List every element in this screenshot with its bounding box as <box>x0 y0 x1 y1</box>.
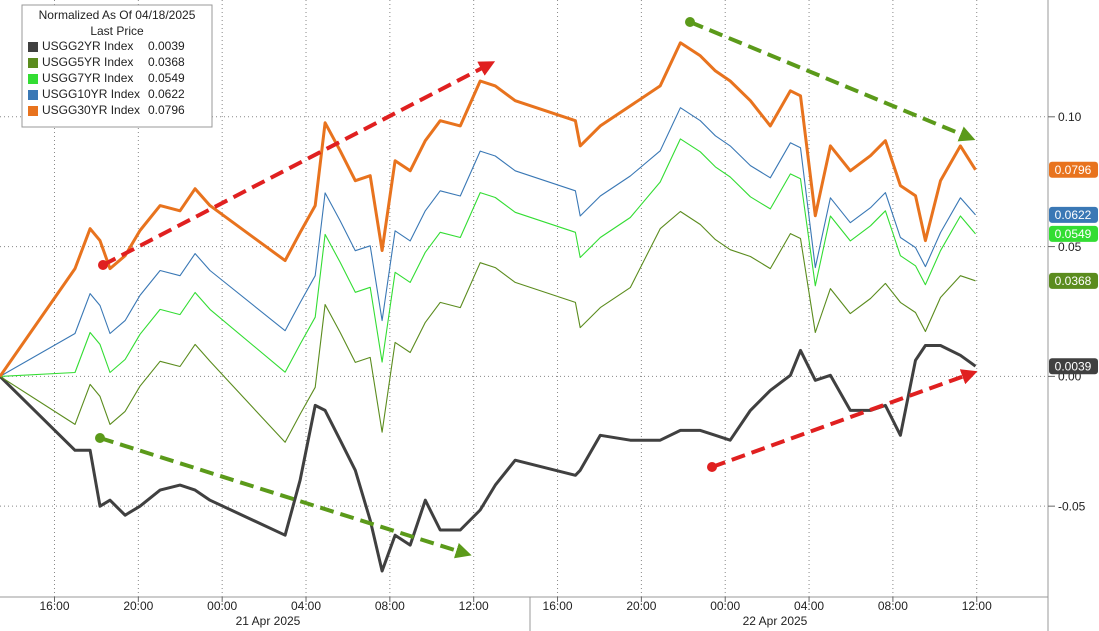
trend-arrow <box>102 61 496 267</box>
date-label: 21 Apr 2025 <box>236 614 301 628</box>
legend: Normalized As Of 04/18/2025 Last Price U… <box>21 4 213 128</box>
legend-swatch <box>28 42 38 52</box>
x-tick-label: 20:00 <box>626 599 656 613</box>
arrow-start <box>707 462 717 472</box>
x-tick-label: 20:00 <box>123 599 153 613</box>
series-line <box>0 210 976 443</box>
series-line <box>0 41 977 378</box>
legend-name: USGG10YR Index <box>42 87 140 101</box>
legend-box <box>21 4 213 128</box>
last-value-tag <box>1049 225 1098 242</box>
legend-name: USGG30YR Index <box>42 103 140 117</box>
last-value-tag <box>1049 161 1098 178</box>
x-tick-label: 12:00 <box>962 599 992 613</box>
legend-name: USGG5YR Index <box>42 55 133 69</box>
last-value-label: 0.0368 <box>1055 274 1092 288</box>
arrow-start <box>95 433 105 443</box>
last-value-label: 0.0796 <box>1055 163 1092 177</box>
series-line <box>0 344 977 573</box>
legend-swatch <box>28 58 38 68</box>
legend-swatch <box>28 106 38 116</box>
annotations <box>95 17 978 559</box>
legend-value: 0.0039 <box>148 39 185 53</box>
y-tick-label: -0.05 <box>1058 499 1086 513</box>
x-tick-label: 04:00 <box>794 599 824 613</box>
legend-name: USGG2YR Index <box>42 39 133 53</box>
last-value-tag <box>1049 272 1098 289</box>
x-tick-label: 12:00 <box>459 599 489 613</box>
x-tick-label: 16:00 <box>543 599 573 613</box>
last-value-label: 0.0039 <box>1055 359 1092 373</box>
last-value-label: 0.0549 <box>1055 227 1092 241</box>
series-line <box>0 138 976 377</box>
legend-swatch <box>28 90 38 100</box>
x-tick-label: 08:00 <box>375 599 405 613</box>
legend-value: 0.0368 <box>148 55 185 69</box>
trend-arrow <box>689 20 976 142</box>
x-tick-label: 08:00 <box>878 599 908 613</box>
legend-value: 0.0622 <box>148 87 185 101</box>
date-label: 22 Apr 2025 <box>743 614 808 628</box>
x-tick-label: 00:00 <box>207 599 237 613</box>
legend-subtitle: Last Price <box>90 24 144 38</box>
trend-arrow <box>711 369 978 469</box>
x-tick-label: 00:00 <box>710 599 740 613</box>
legend-value: 0.0796 <box>148 103 185 117</box>
legend-name: USGG7YR Index <box>42 71 133 85</box>
arrow-start <box>685 17 695 27</box>
last-value-tag <box>1049 358 1098 375</box>
x-tick-label: 16:00 <box>39 599 69 613</box>
y-tick-label: 0.10 <box>1058 110 1082 124</box>
y-tick-label: 0.05 <box>1058 240 1082 254</box>
grid <box>0 0 1048 597</box>
lines <box>0 41 977 573</box>
x-tick-label: 04:00 <box>291 599 321 613</box>
trend-arrow <box>99 436 472 559</box>
legend-value: 0.0549 <box>148 71 185 85</box>
arrow-start <box>98 260 108 270</box>
last-value-label: 0.0622 <box>1055 208 1092 222</box>
legend-swatch <box>28 74 38 84</box>
legend-title: Normalized As Of 04/18/2025 <box>39 8 196 22</box>
last-value-tag <box>1049 206 1098 223</box>
series-line <box>0 107 976 377</box>
